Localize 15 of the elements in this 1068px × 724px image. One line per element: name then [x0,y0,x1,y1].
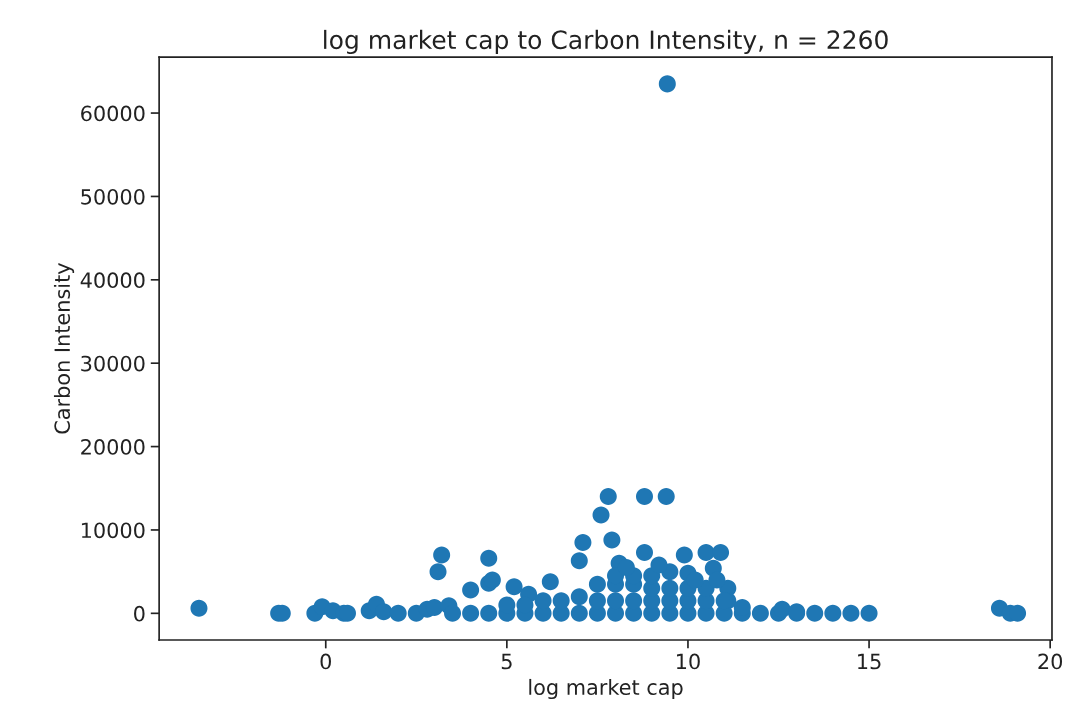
y-tick-label: 60000 [81,105,145,122]
x-tick-label: 5 [501,653,512,670]
x-tick-label: 10 [676,653,700,670]
y-tick-label: 10000 [81,522,145,539]
x-axis-title: log market cap [529,678,683,700]
y-tick-label: 30000 [81,355,145,372]
y-tick-label: 40000 [80,272,145,289]
y-tick-label: 20000 [81,439,145,455]
chart-title: log market cap to Carbon Intensity, n = 2260 [324,29,888,55]
x-tick-label: 15 [858,653,881,670]
x-tick-label: 20 [1038,653,1063,670]
y-tick-label: 0 [134,605,145,622]
y-tick-label: 50000 [81,188,145,205]
y-axis-title: Carbon Intensity [53,263,75,434]
x-tick-label: 0 [320,653,331,670]
